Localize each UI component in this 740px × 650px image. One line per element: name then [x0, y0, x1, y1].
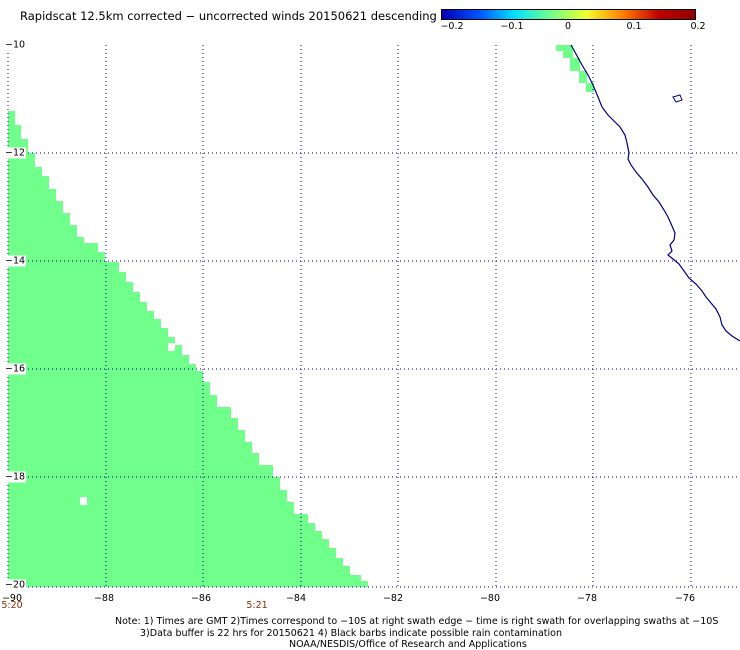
- note-line: NOAA/NESDIS/Office of Research and Appli…: [289, 639, 527, 650]
- wind-swath: [8, 45, 594, 587]
- lon-tick-label: −90: [1, 593, 23, 604]
- swath-fragment: [556, 45, 594, 92]
- colorbar-tick: −0.1: [500, 21, 524, 32]
- coastline: [570, 44, 740, 342]
- swath-gap: [168, 343, 175, 351]
- time-label: 5:20: [1, 600, 23, 611]
- lon-tick-label: −86: [190, 593, 212, 604]
- coastline-path: [570, 44, 740, 342]
- lat-tick-label: −14: [4, 255, 27, 267]
- island-outline: [672, 94, 683, 103]
- note-line: Note: 1) Times are GMT 2)Times correspon…: [115, 616, 719, 627]
- note-line: 3)Data buffer is 22 hrs for 20150621 4) …: [140, 628, 562, 639]
- colorbar-tick: 0.1: [626, 21, 642, 32]
- lon-tick-label: −80: [479, 593, 501, 604]
- lon-tick-label: −84: [285, 593, 307, 604]
- lon-tick-label: −82: [382, 593, 404, 604]
- colorbar-tick: −0.2: [440, 21, 464, 32]
- lat-tick-label: −20: [4, 579, 27, 591]
- map-plot[interactable]: [7, 44, 740, 588]
- lat-tick-label: −12: [4, 147, 27, 159]
- lon-tick-label: −76: [674, 593, 696, 604]
- swath-gap: [80, 497, 87, 505]
- colorbar-tick: 0: [564, 21, 572, 32]
- lon-tick-label: −88: [93, 593, 115, 604]
- colorbar-tick: 0.2: [690, 21, 706, 32]
- swath-area: [8, 111, 368, 587]
- colorbar: [441, 9, 696, 20]
- lat-tick-label: −10: [4, 39, 27, 51]
- lon-tick-label: −78: [576, 593, 598, 604]
- lat-tick-label: −18: [4, 471, 27, 483]
- time-label: 5:21: [246, 600, 268, 611]
- lat-tick-label: −16: [4, 363, 27, 375]
- map-title: Rapidscat 12.5km corrected − uncorrected…: [20, 9, 437, 23]
